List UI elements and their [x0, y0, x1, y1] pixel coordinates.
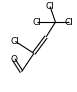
Text: Cl: Cl — [11, 37, 20, 46]
Text: O: O — [10, 55, 17, 64]
Text: Cl: Cl — [65, 18, 74, 27]
Text: Cl: Cl — [32, 18, 41, 27]
Text: Cl: Cl — [46, 2, 55, 11]
